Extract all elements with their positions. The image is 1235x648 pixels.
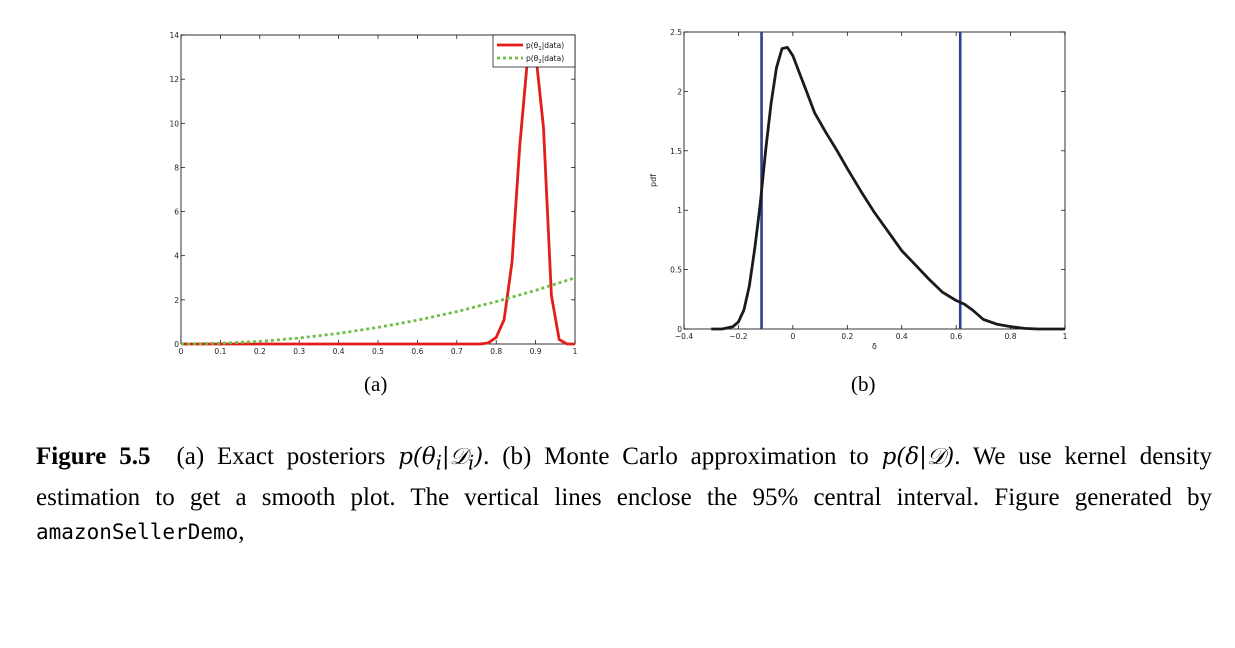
legend-label-2: p(θ2|data) — [526, 54, 564, 65]
legend-box — [492, 34, 576, 68]
x-tick-label: 0 — [179, 347, 184, 356]
y-tick-label: 2 — [677, 87, 682, 96]
y-tick-label: 2 — [174, 296, 179, 305]
y-tick-label: 2.5 — [670, 28, 682, 37]
figure-caption: Figure 5.5 (a) Exact posteriors p(θi|𝒟i).… — [36, 440, 1212, 549]
x-tick-label: 1 — [1063, 332, 1068, 341]
caption-math-1: p(θi|𝒟i) — [398, 444, 484, 475]
y-tick-label: 0.5 — [670, 266, 682, 275]
y-tick-label: 10 — [169, 119, 179, 128]
y-axis-label: pdf — [649, 174, 658, 187]
caption-part-4: , — [238, 517, 245, 545]
y-tick-label: 12 — [169, 75, 179, 84]
y-tick-label: 0 — [174, 340, 179, 349]
y-tick-label: 0 — [677, 325, 682, 334]
y-tick-label: 1.5 — [670, 147, 682, 156]
caption-part-3: . We use kernel density estimation to ge… — [36, 443, 1212, 511]
chart-b: −0.4 −0.2 0 0.2 0.4 0.6 0.8 1 0 0.5 1 1.5 2 2.5 δ pdf — [649, 28, 1068, 351]
y-tick-label: 1 — [677, 206, 682, 215]
x-tick-label: 0.3 — [293, 347, 305, 356]
legend-label-1: p(θ1|data) — [526, 41, 564, 52]
y-tick-label: 4 — [174, 252, 179, 261]
x-tick-label: 0.9 — [530, 347, 542, 356]
plot-frame — [683, 31, 1066, 330]
x-axis-label: δ — [872, 342, 877, 351]
x-tick-label: 0.4 — [896, 332, 908, 341]
x-tick-label: 0.6 — [411, 347, 423, 356]
subfigure-label-a: (a) — [364, 372, 388, 396]
series-line-1 — [181, 51, 575, 346]
x-tick-label: 0.6 — [950, 332, 962, 341]
x-tick-label: 0.7 — [451, 347, 463, 356]
caption-code: amazonSellerDemo — [36, 519, 239, 544]
caption-math-2: p(δ|𝒟) — [881, 444, 955, 470]
y-tick-label: 6 — [174, 208, 179, 217]
y-tick-label: 8 — [174, 163, 179, 172]
x-tick-label: 0.1 — [214, 347, 226, 356]
chart-a: 0 0.1 0.2 0.3 0.4 0.5 0.6 0.7 0.8 0.9 102468101214… — [169, 31, 578, 356]
x-tick-label: 0.8 — [1005, 332, 1017, 341]
x-tick-label: 0.2 — [254, 347, 266, 356]
x-tick-label: 0.4 — [333, 347, 345, 356]
caption-part-1: (a) Exact posteriors — [176, 443, 399, 470]
subfigure-label-b: (b) — [851, 372, 876, 396]
x-tick-label: 1 — [573, 347, 578, 356]
x-tick-label: 0.2 — [841, 332, 853, 341]
x-tick-label: −0.4 — [675, 332, 693, 341]
x-tick-label: −0.2 — [729, 332, 747, 341]
series-line-1 — [711, 45, 1065, 331]
figure-label: Figure 5.5 — [36, 443, 151, 470]
caption-part-2: . (b) Monte Carlo approximation to — [483, 443, 882, 470]
y-tick-label: 14 — [169, 31, 179, 40]
x-tick-label: 0.8 — [490, 347, 502, 356]
x-tick-label: 0.5 — [372, 347, 384, 356]
x-tick-label: 0 — [790, 332, 795, 341]
series-line-2 — [180, 276, 576, 346]
